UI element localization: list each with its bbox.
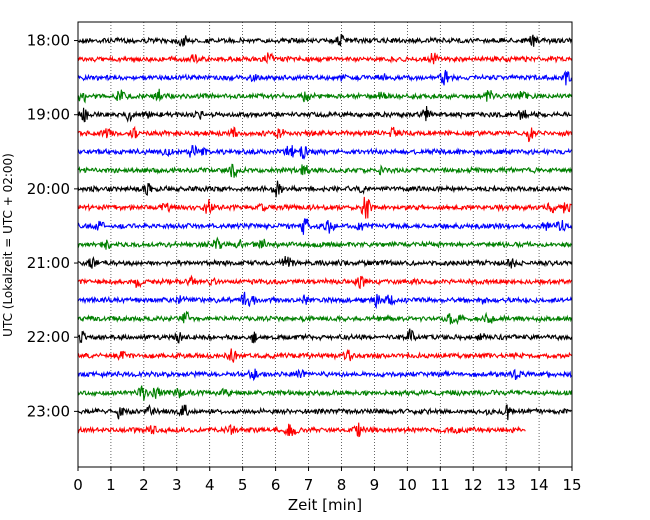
trace-1830 — [77, 69, 573, 86]
x-tick-label: 13 — [497, 476, 516, 494]
x-axis: 0 1 2 3 4 5 6 7 8 9 10 11 12 13 14 15 — [73, 467, 582, 494]
trace-2300 — [77, 403, 572, 421]
x-tick-label: 15 — [562, 476, 581, 494]
x-tick-label: 0 — [73, 476, 83, 494]
trace-2230 — [77, 368, 572, 382]
trace-1930 — [77, 144, 572, 160]
traces — [77, 33, 573, 438]
trace-2245 — [77, 385, 573, 401]
x-tick-label: 1 — [106, 476, 116, 494]
x-tick-label: 12 — [464, 476, 483, 494]
trace-1945 — [77, 163, 573, 178]
trace-2045 — [77, 236, 572, 250]
trace-2145 — [77, 310, 573, 326]
x-axis-label: Zeit [min] — [288, 496, 362, 514]
trace-2000 — [77, 180, 572, 198]
x-tick-label: 8 — [337, 476, 347, 494]
y-tick-label: 23:00 — [27, 402, 70, 420]
x-tick-label: 3 — [172, 476, 182, 494]
y-axis-label: UTC (Lokalzeit = UTC + 02:00) — [1, 153, 15, 337]
x-tick-label: 5 — [238, 476, 248, 494]
trace-2315 — [77, 422, 526, 438]
y-axis: 18:00 19:00 20:00 21:00 22:00 23:00 — [27, 32, 78, 420]
y-tick-label: 22:00 — [27, 328, 70, 346]
x-tick-label: 11 — [431, 476, 450, 494]
y-tick-label: 20:00 — [27, 180, 70, 198]
x-tick-label: 14 — [530, 476, 549, 494]
trace-1915 — [77, 125, 573, 143]
trace-1815 — [77, 52, 573, 65]
y-tick-label: 19:00 — [27, 106, 70, 124]
trace-1900 — [77, 105, 572, 123]
x-tick-label: 4 — [205, 476, 215, 494]
x-tick-label: 9 — [370, 476, 380, 494]
trace-2100 — [77, 256, 573, 269]
x-tick-label: 7 — [304, 476, 314, 494]
trace-2215 — [77, 348, 572, 363]
y-tick-label: 21:00 — [27, 254, 70, 272]
trace-1845 — [77, 88, 573, 104]
y-tick-label: 18:00 — [27, 32, 70, 50]
trace-2030 — [77, 218, 573, 235]
trace-2115 — [77, 274, 572, 290]
trace-1800 — [77, 33, 573, 47]
x-tick-label: 10 — [398, 476, 417, 494]
trace-2130 — [77, 291, 573, 310]
x-tick-label: 2 — [139, 476, 149, 494]
x-tick-label: 6 — [271, 476, 281, 494]
plot-frame — [77, 21, 573, 468]
trace-2015 — [77, 196, 572, 219]
trace-2200 — [77, 328, 573, 344]
